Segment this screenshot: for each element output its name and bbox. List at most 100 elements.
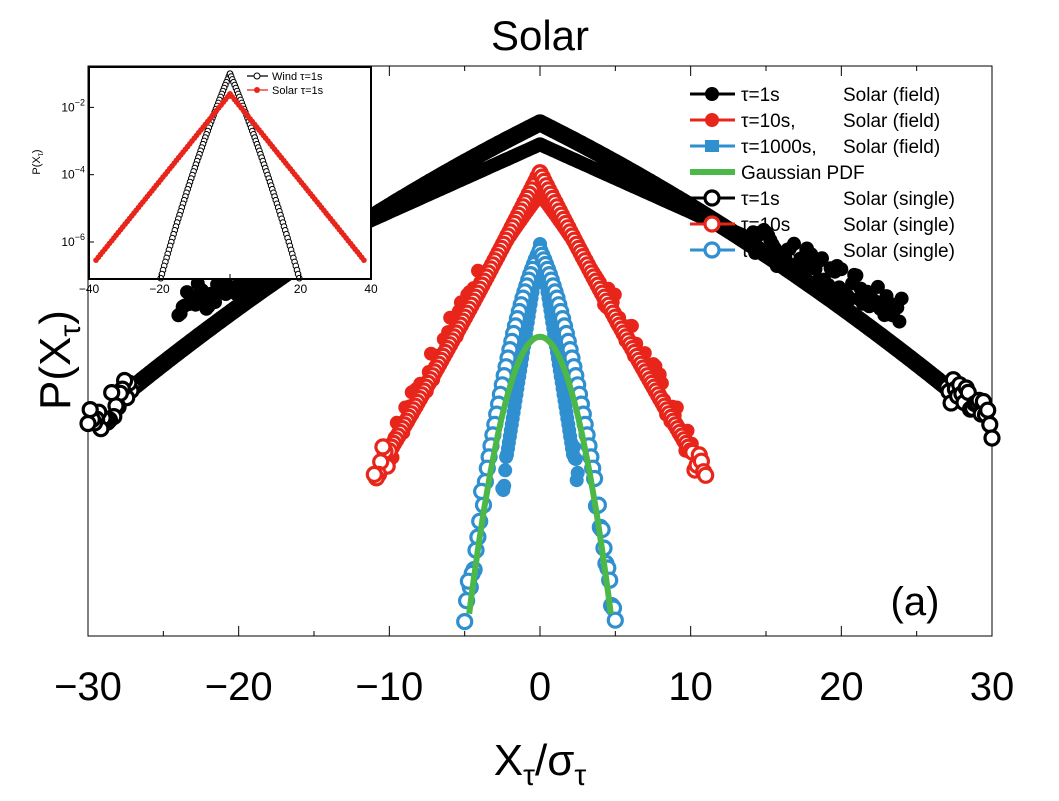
data-point [498,463,513,478]
legend-label-text: Solar (single) [843,189,955,210]
x-axis-label: Xτ/στ [494,736,587,792]
inset-y-label-end: ) [31,149,43,153]
inset-series-solar [93,91,367,264]
data-point [456,612,474,631]
inset-legend-entry: Wind τ=1s [247,71,323,83]
x-tick-label: 20 [819,665,864,709]
inset-x-tick-label: 20 [294,282,308,296]
data-point [103,384,121,402]
inset-y-tick-label: 10−4 [61,165,85,182]
legend-symbol-text: τ=1s [741,85,780,106]
y-axis-label: P(Xτ) [31,310,87,410]
inset-y-tick-label: 10−6 [61,232,85,249]
data-point [499,450,514,464]
data-point [171,308,186,323]
legend-entry: τ=1s Solar (field) [690,85,940,106]
legend-label-text: Solar (field) [843,111,940,132]
inset-y-axis-label: P(Xτ) [31,149,45,174]
data-point [199,301,214,316]
data-point [983,429,1001,447]
legend-label-text: Solar (field) [843,85,940,106]
x-axis-label-sub2: τ [574,759,586,792]
inset-legend-swatch-marker [254,87,260,93]
x-tick-label: 30 [970,665,1015,709]
inset-y-tick-exp: −2 [75,97,85,107]
inset-y-label-sub: τ [36,152,45,156]
legend-label-text: Solar (field) [843,137,940,158]
chart-title: Solar [491,12,589,59]
inset-background [89,67,371,279]
legend-entry: τ=1000s, Solar (field) [690,137,940,158]
data-point [981,415,999,434]
inset-legend-swatch-marker [253,72,261,80]
inset-x-tick-label: −20 [149,282,170,296]
data-point [606,611,624,629]
legend-swatch-marker [703,189,721,207]
inset-x-axis-label: Xτ/στ [217,286,243,302]
legend-label-text: Solar (single) [843,215,955,236]
legend-entry: τ=1s Solar (single) [690,189,955,210]
legend-swatch-marker [703,241,721,259]
inset-y-tick-exp: −6 [75,232,85,242]
data-point [568,452,583,466]
legend-symbol-text: τ=1s [741,189,780,210]
x-axis-label-sub: τ [523,759,535,792]
legend-symbol-text: τ=10s, [741,111,796,132]
x-tick-label: 0 [529,665,551,709]
inset-y-tick-base: 10 [61,100,75,114]
inset-data-point [93,257,99,264]
legend-swatch-marker [703,215,721,233]
data-point [495,481,510,496]
data-point [180,285,194,300]
gaussian-pdf-curve [466,333,614,615]
data-point [570,465,585,480]
x-tick-label: −20 [205,665,273,709]
inset-x-tick-label: −40 [79,282,100,296]
inset-x-tick-label: 0 [227,282,234,296]
inset-x-tick-label: 40 [364,282,378,296]
y-axis-label-sub: τ [54,325,87,337]
legend-symbol-text: τ=10s [741,215,790,236]
data-point [566,440,581,454]
inset-x-label-sub: τ [225,292,229,302]
legend-entry: τ=10s, Solar (field) [690,111,940,132]
data-point [815,251,829,266]
data-point [870,279,885,294]
x-tick-label: −30 [54,665,122,709]
data-point [374,438,392,456]
legend: τ=1s Solar (field)τ=10s, Solar (field)τ=10… [690,85,955,262]
legend-entry: τ=1000s, Solar (single) [690,241,955,262]
inset-marks [93,70,367,282]
legend-symbol-text: τ=1000s, [741,137,817,158]
inset-data-point [361,257,367,264]
inset-y-tick-base: 10 [61,168,75,182]
inset-legend-entry: Solar τ=1s [247,85,324,97]
inset-y-tick-base: 10 [61,235,75,249]
main-series-s1 [79,114,1001,447]
legend-entry: Gaussian PDF [690,163,865,184]
inset-legend-label: Wind τ=1s [272,71,323,83]
inset-y-tick-label: 10−2 [61,97,85,114]
data-point [81,401,99,419]
data-point [979,401,997,419]
y-axis-label-end: ) [31,310,80,325]
inset-x-label-base: X [217,286,225,300]
data-point [79,414,97,433]
data-point [834,262,849,277]
inset-x-label-sub2: τ [239,292,243,302]
legend-swatch-marker [705,140,719,152]
x-tick-label: 10 [668,665,713,709]
inset-legend: Wind τ=1s Solar τ=1s [247,71,324,97]
data-point [697,466,715,484]
data-point [849,268,864,283]
legend-swatch-marker [705,87,719,101]
x-axis-ticks: −30 −20 −10 0 10 20 30 [54,66,1014,709]
legend-label-text: Solar (single) [843,241,955,262]
main-series-s10 [365,164,715,487]
legend-symbol-text: Gaussian PDF [741,163,865,184]
inset-legend-label: Solar τ=1s [272,85,324,97]
inset-x-label-mid: /σ [229,286,240,300]
